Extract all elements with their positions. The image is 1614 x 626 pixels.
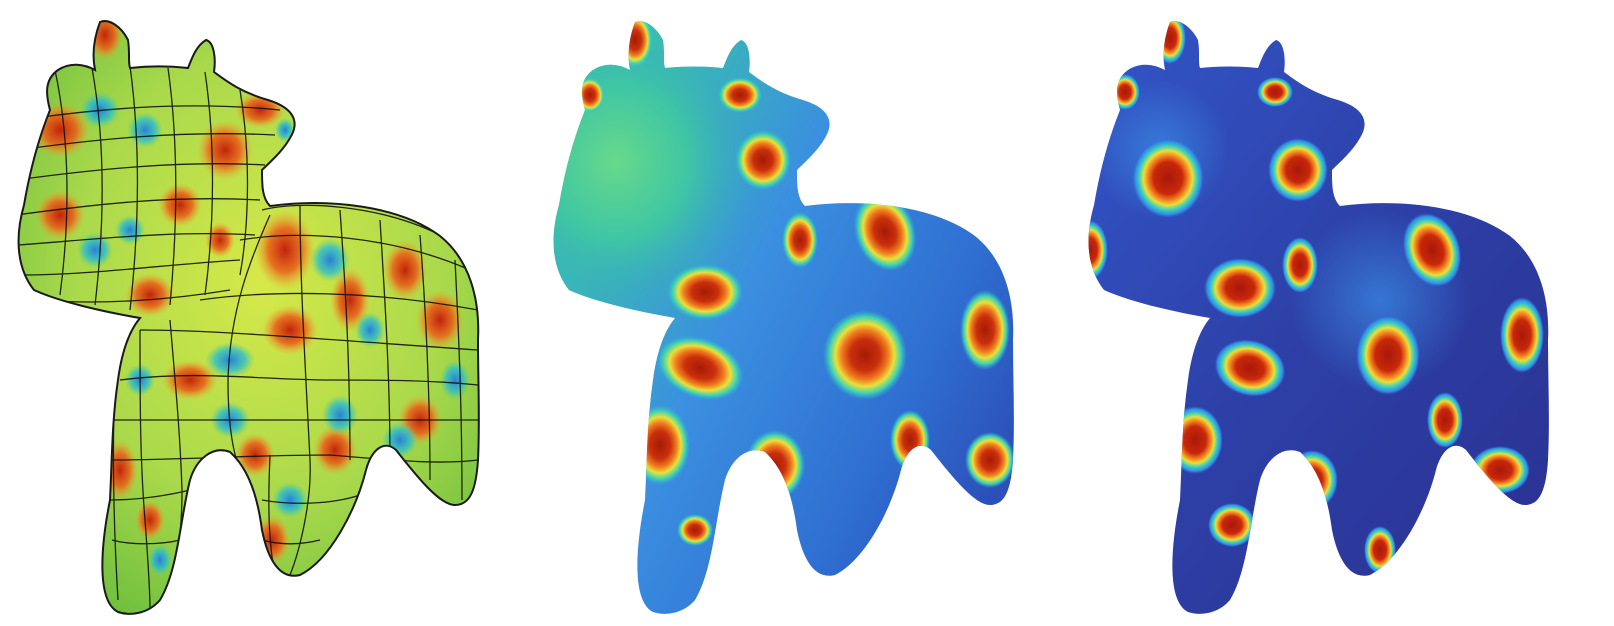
cow-smooth-scalar-field-icon <box>553 21 1014 614</box>
cow-mesh-quad-wireframe-icon <box>17 20 480 615</box>
cow-spotted-scalar-field-icon <box>1088 21 1549 614</box>
cow-middle-panel <box>535 0 1055 626</box>
cow-right-panel <box>1070 0 1590 626</box>
cow-left-panel <box>0 0 520 626</box>
